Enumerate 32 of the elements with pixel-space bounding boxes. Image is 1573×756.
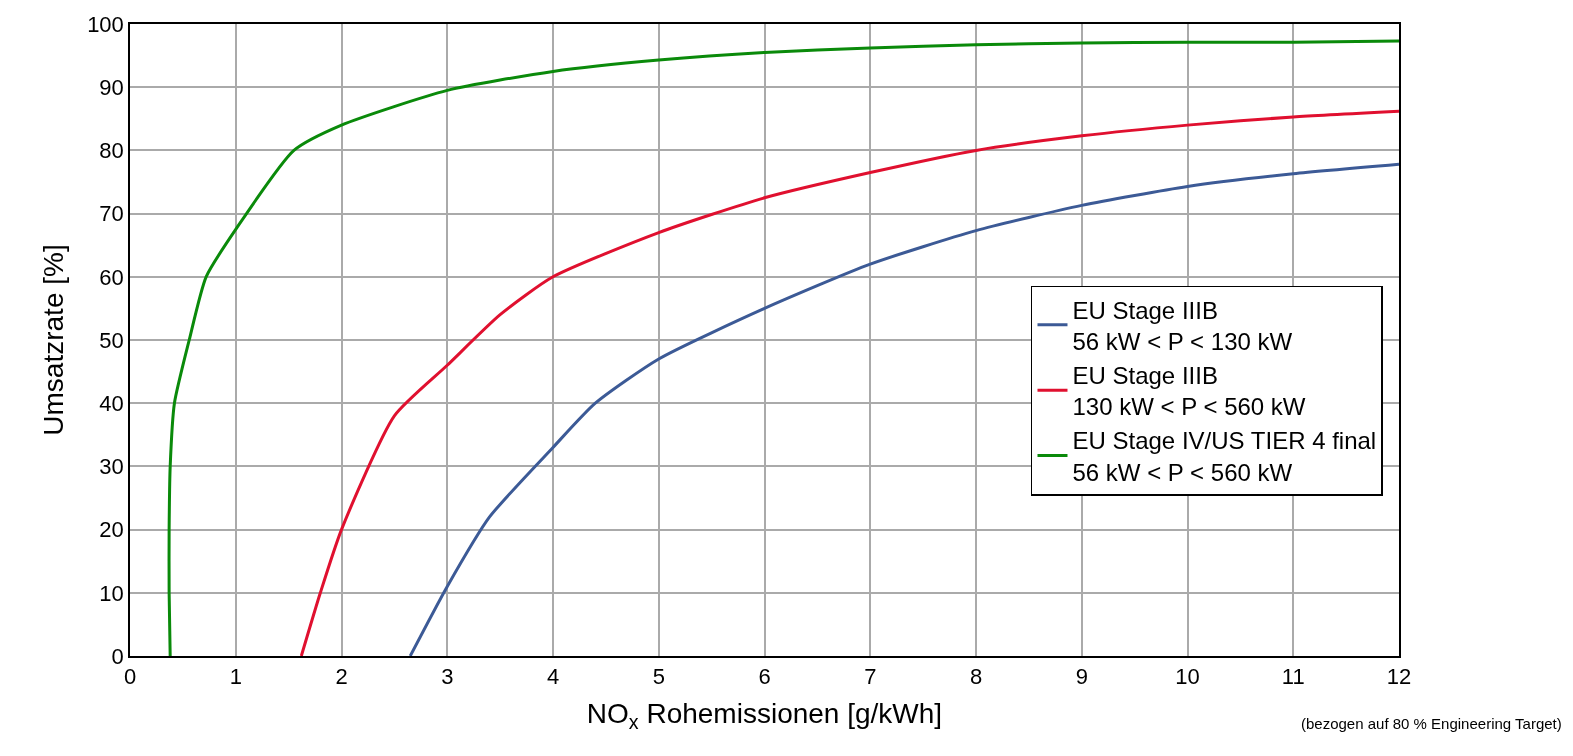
- text: (bezogen auf 80 % Engineering Target): [1301, 715, 1562, 732]
- y-tick-label: 0: [111, 643, 124, 669]
- y-tick-label: 70: [99, 201, 124, 227]
- x-tick-label: 3: [441, 664, 454, 690]
- y-tick-label: 20: [99, 517, 124, 543]
- y-tick-label: 100: [87, 11, 124, 37]
- x-tick-label: 5: [652, 664, 665, 690]
- x-tick-label: 2: [335, 664, 348, 690]
- x-tick-label: 6: [758, 664, 771, 690]
- y-tick-label: 50: [99, 327, 124, 353]
- x-tick-label: 12: [1386, 664, 1412, 690]
- legend-label: EU Stage IV/US TIER 4 final 56 kW < P < 560 kW: [1072, 427, 1377, 486]
- line-series: [167, 39, 1399, 656]
- y-tick-label: 30: [99, 454, 124, 480]
- line-series: [408, 162, 1399, 656]
- x-tick-label: 1: [229, 664, 242, 690]
- y-tick-label: 40: [99, 390, 124, 416]
- legend-label: EU Stage IIIB 130 kW < P < 560 kW: [1072, 361, 1306, 421]
- x-tick-label: 9: [1075, 664, 1088, 690]
- x-tick-label: 10: [1175, 664, 1200, 690]
- x-tick-label: 8: [969, 664, 983, 690]
- x-tick-label: 7: [864, 664, 877, 690]
- x-axis-title: NO$_{x}$ Rohemissionen [g/kWh]: [586, 697, 943, 733]
- y-tick-label: 60: [99, 264, 124, 290]
- y-tick-label: 90: [99, 74, 124, 100]
- legend-label: EU Stage IIIB 56 kW < P < 130 kW: [1072, 296, 1293, 355]
- y-tick-label: 80: [99, 138, 124, 164]
- y-tick-label: 10: [99, 580, 124, 606]
- line-series: [299, 109, 1399, 656]
- y-axis-title: Umsatzrate [%]: [38, 244, 70, 436]
- x-tick-label: 11: [1281, 664, 1305, 690]
- x-tick-label: 4: [546, 664, 560, 690]
